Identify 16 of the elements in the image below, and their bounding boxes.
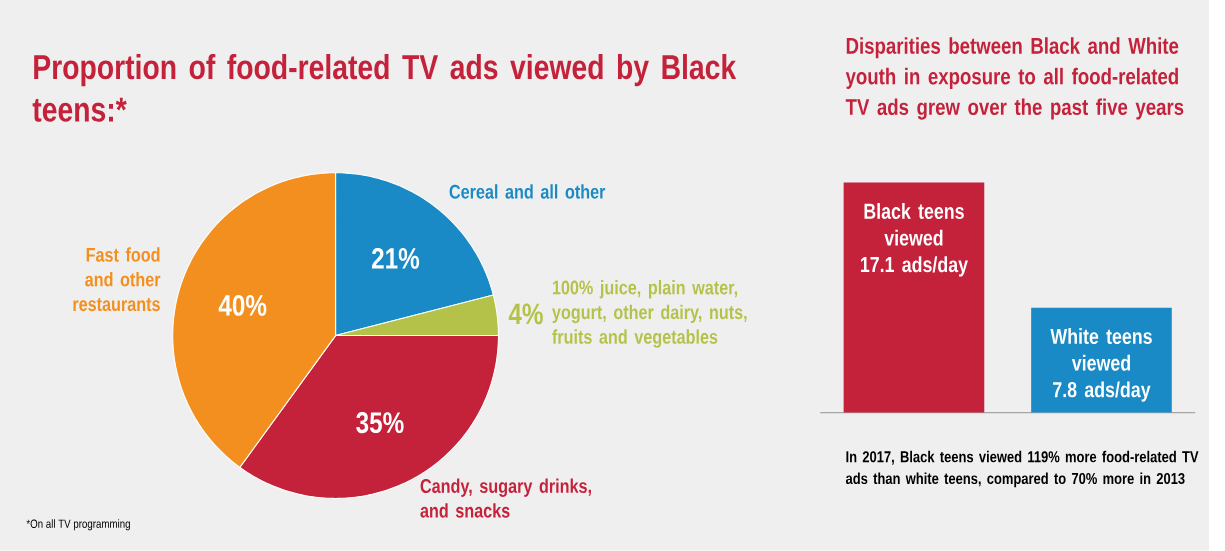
text: *On all TV programming (26, 519, 130, 531)
data-label: 40% (218, 295, 267, 316)
chart-title: Disparities between Black and White youth in exposure to all food-related TV ads grew over the past five years (845, 37, 1184, 120)
x-tick-label: White teens viewed (1050, 328, 1152, 371)
slice-label: Fast food and other restaurants (73, 247, 161, 312)
text: In 2017, Black teens viewed 119% more food-related TV ads than white teens, compared to 70% more in 2013 (845, 450, 1199, 488)
data-label: 7.8 ads/day (1053, 381, 1151, 402)
data-label: 21% (372, 248, 420, 269)
slice-label: Cereal and all other (449, 184, 606, 199)
data-label: 35% (356, 412, 404, 434)
slice-label: Candy, sugary drinks, and snacks (420, 478, 591, 518)
chart-title: Proportion of food-related TV ads viewed by Black teens:* (32, 54, 737, 122)
slice-label: 100% juice, plain water, yogurt, other dairy, nuts, fruits and vegetables (552, 280, 747, 348)
data-label: 17.1 ads/day (860, 256, 968, 277)
x-tick-label: Black teens viewed (864, 203, 964, 246)
data-label: 4% (508, 303, 543, 325)
